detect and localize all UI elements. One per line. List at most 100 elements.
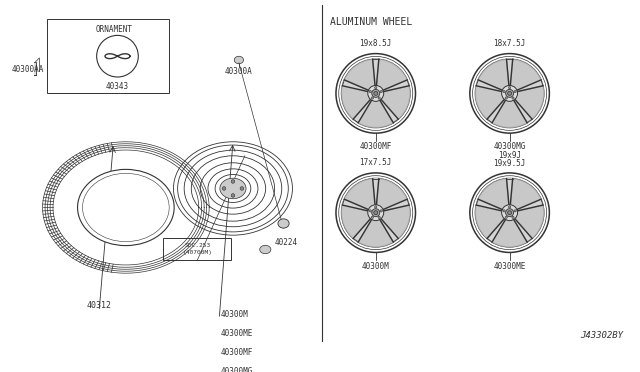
Polygon shape: [487, 218, 506, 242]
Polygon shape: [506, 59, 513, 87]
Circle shape: [378, 97, 380, 99]
Polygon shape: [353, 98, 372, 123]
Circle shape: [505, 97, 508, 99]
Text: J43302BY: J43302BY: [580, 331, 623, 340]
Circle shape: [374, 92, 378, 95]
Polygon shape: [476, 80, 504, 92]
Polygon shape: [372, 179, 379, 206]
Circle shape: [502, 86, 518, 101]
Ellipse shape: [278, 219, 289, 228]
Polygon shape: [515, 80, 543, 92]
Text: 40300AA: 40300AA: [12, 65, 44, 74]
Circle shape: [380, 90, 382, 93]
Text: ORNAMENT: ORNAMENT: [95, 25, 132, 33]
Text: ALUMINUM WHEEL: ALUMINUM WHEEL: [330, 17, 412, 27]
Ellipse shape: [77, 169, 174, 246]
Polygon shape: [380, 86, 410, 119]
Text: 18x7.5J: 18x7.5J: [493, 39, 526, 48]
Ellipse shape: [260, 245, 271, 254]
Text: 19x9J: 19x9J: [498, 151, 521, 160]
Circle shape: [372, 89, 380, 97]
Circle shape: [372, 209, 380, 217]
Ellipse shape: [220, 178, 246, 199]
Text: 40300MG: 40300MG: [493, 142, 526, 151]
Polygon shape: [358, 218, 393, 247]
Polygon shape: [372, 59, 379, 87]
Polygon shape: [344, 59, 375, 91]
Text: 40224: 40224: [275, 238, 298, 247]
Polygon shape: [478, 179, 509, 210]
Text: 40300M: 40300M: [362, 262, 390, 271]
Circle shape: [475, 178, 544, 247]
Circle shape: [509, 86, 511, 89]
Polygon shape: [342, 86, 372, 119]
Polygon shape: [381, 80, 409, 92]
Text: 40300M: 40300M: [221, 310, 249, 318]
Polygon shape: [476, 199, 504, 211]
Circle shape: [502, 205, 518, 221]
Text: 40300MG: 40300MG: [221, 366, 253, 372]
Circle shape: [508, 92, 511, 95]
Circle shape: [222, 187, 226, 190]
Text: 40343: 40343: [106, 82, 129, 91]
Text: 40300MF: 40300MF: [360, 142, 392, 151]
Polygon shape: [342, 199, 370, 211]
Circle shape: [503, 210, 505, 212]
Circle shape: [374, 211, 378, 215]
Text: 40300A: 40300A: [225, 67, 253, 76]
Polygon shape: [358, 99, 393, 128]
Circle shape: [369, 90, 371, 93]
Circle shape: [371, 216, 374, 218]
Circle shape: [512, 97, 514, 99]
Polygon shape: [510, 179, 541, 210]
Polygon shape: [379, 218, 398, 242]
Circle shape: [503, 90, 505, 93]
Text: 40300ME: 40300ME: [493, 262, 526, 271]
Circle shape: [374, 86, 377, 89]
Polygon shape: [515, 199, 543, 211]
Circle shape: [368, 205, 384, 221]
Text: 19x9.5J: 19x9.5J: [493, 159, 526, 168]
Circle shape: [514, 90, 516, 93]
Polygon shape: [376, 179, 407, 210]
Polygon shape: [380, 205, 410, 238]
Circle shape: [341, 59, 410, 128]
Circle shape: [369, 210, 371, 212]
Circle shape: [508, 211, 511, 215]
Circle shape: [368, 86, 384, 101]
Polygon shape: [487, 98, 506, 123]
Circle shape: [509, 206, 511, 208]
Circle shape: [514, 210, 516, 212]
Polygon shape: [353, 218, 372, 242]
Polygon shape: [379, 98, 398, 123]
Polygon shape: [476, 86, 506, 119]
Circle shape: [341, 178, 410, 247]
Circle shape: [380, 210, 382, 212]
Circle shape: [240, 187, 244, 190]
Bar: [163, 238, 232, 260]
Circle shape: [378, 216, 380, 218]
Polygon shape: [513, 218, 532, 242]
Circle shape: [231, 194, 235, 197]
Bar: [19, 62, 36, 75]
Text: 17x7.5J: 17x7.5J: [360, 158, 392, 167]
Polygon shape: [510, 59, 541, 91]
Circle shape: [505, 216, 508, 218]
Circle shape: [506, 89, 513, 97]
Polygon shape: [492, 218, 527, 247]
Polygon shape: [492, 99, 527, 128]
Polygon shape: [342, 205, 372, 238]
Polygon shape: [514, 86, 544, 119]
Polygon shape: [506, 179, 513, 206]
Polygon shape: [376, 59, 407, 91]
Text: SEC.253
(40700M): SEC.253 (40700M): [182, 243, 212, 255]
Circle shape: [374, 206, 377, 208]
Polygon shape: [513, 98, 532, 123]
Circle shape: [506, 209, 513, 217]
Circle shape: [371, 97, 374, 99]
Text: 40312: 40312: [86, 301, 111, 310]
Circle shape: [231, 180, 235, 183]
Polygon shape: [514, 205, 544, 238]
Polygon shape: [478, 59, 509, 91]
Text: 19x8.5J: 19x8.5J: [360, 39, 392, 48]
